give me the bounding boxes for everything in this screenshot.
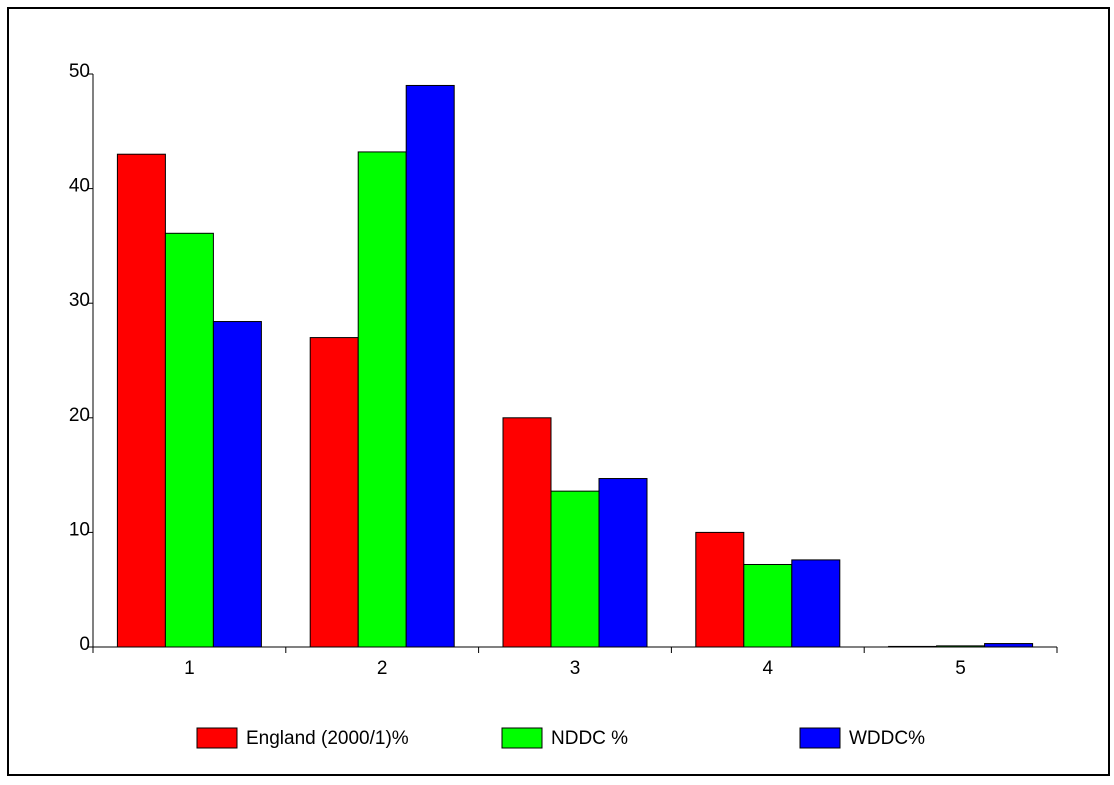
bar bbox=[598, 478, 648, 648]
bar bbox=[405, 84, 455, 648]
legend-label: England (2000/1)% bbox=[246, 728, 409, 749]
bar bbox=[695, 531, 745, 648]
legend-label: WDDC% bbox=[849, 728, 925, 749]
y-tick-label: 20 bbox=[69, 405, 90, 426]
legend-swatch bbox=[799, 727, 841, 749]
y-tick-label: 0 bbox=[79, 634, 90, 655]
bar bbox=[212, 321, 262, 648]
y-tick-label: 50 bbox=[69, 61, 90, 82]
bar bbox=[164, 232, 214, 648]
x-tick-label: 2 bbox=[377, 658, 388, 679]
legend-swatch bbox=[501, 727, 543, 749]
y-tick-label: 10 bbox=[69, 519, 90, 540]
x-tick-label: 1 bbox=[184, 658, 195, 679]
y-tick-label: 40 bbox=[69, 176, 90, 197]
bar bbox=[116, 153, 166, 648]
x-tick-label: 4 bbox=[763, 658, 774, 679]
bar bbox=[984, 643, 1034, 648]
bar bbox=[550, 490, 600, 648]
x-tick-label: 5 bbox=[955, 658, 966, 679]
legend-label: NDDC % bbox=[551, 728, 628, 749]
y-tick-label: 30 bbox=[69, 290, 90, 311]
bar bbox=[791, 559, 841, 648]
bar bbox=[309, 337, 359, 648]
x-tick-label: 3 bbox=[570, 658, 581, 679]
bar bbox=[357, 151, 407, 648]
legend-swatch bbox=[196, 727, 238, 749]
bar bbox=[502, 417, 552, 648]
bar bbox=[743, 563, 793, 648]
